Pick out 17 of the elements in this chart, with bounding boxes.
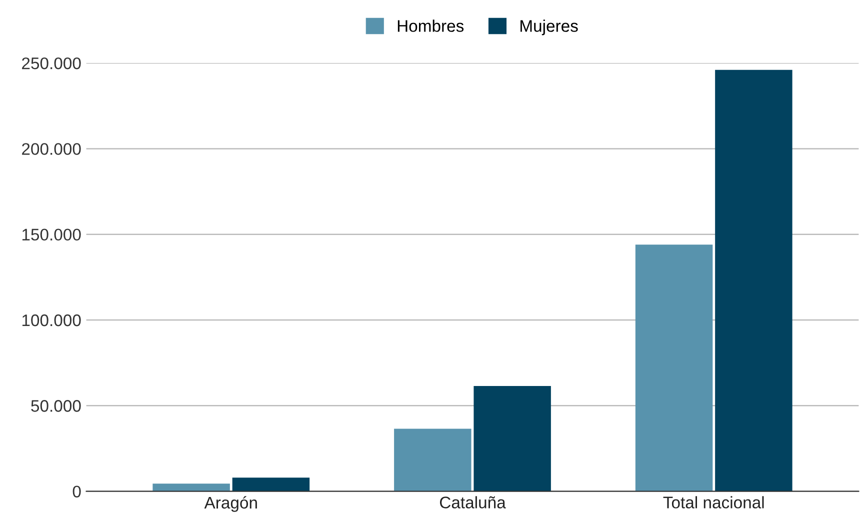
- y-tick-label: 0: [72, 486, 81, 498]
- legend-label: Mujeres: [520, 20, 578, 36]
- x-tick-label: Aragón: [204, 496, 257, 512]
- y-tick-label: 250.000: [22, 57, 81, 70]
- bar: [474, 386, 551, 492]
- x-tick-label: Cataluña: [440, 496, 506, 508]
- y-tick-label: 100.000: [22, 314, 81, 326]
- legend-label: Hombres: [398, 20, 464, 32]
- bar: [635, 244, 713, 492]
- y-tick-label: 50.000: [31, 400, 81, 412]
- bar: [232, 478, 310, 492]
- bar: [394, 428, 472, 492]
- bar: [715, 70, 792, 492]
- bar: [152, 484, 230, 492]
- x-tick-label: Total nacional: [663, 496, 764, 508]
- y-tick-label: 200.000: [22, 143, 81, 155]
- y-tick-label: 150.000: [22, 228, 81, 241]
